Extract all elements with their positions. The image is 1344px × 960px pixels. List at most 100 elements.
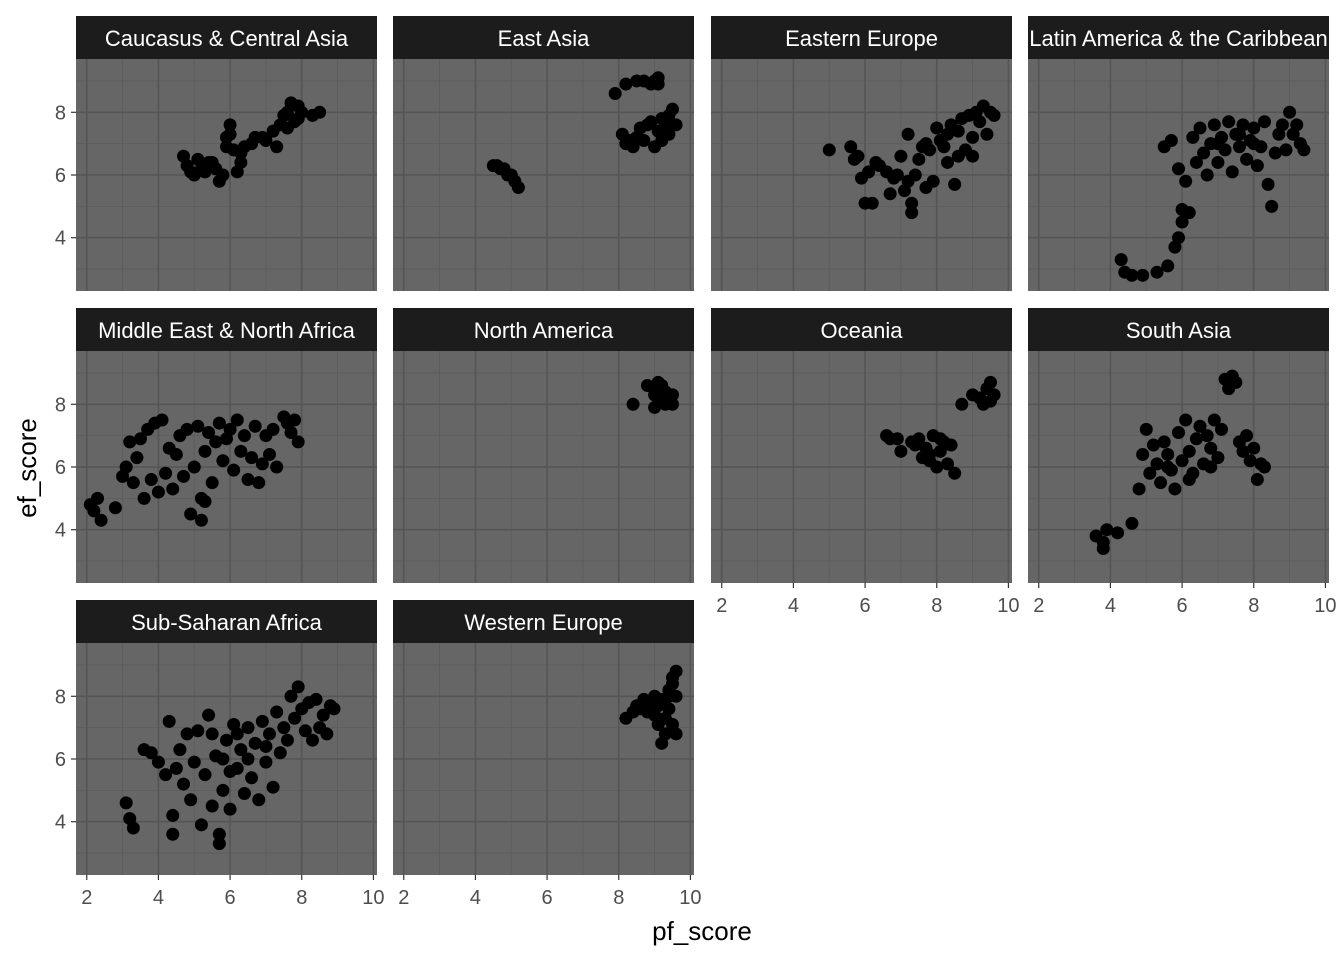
data-point (166, 482, 180, 496)
data-point (234, 743, 248, 757)
data-point (1157, 435, 1171, 449)
x-tick-label: 6 (225, 887, 236, 909)
facet-panel: Caucasus & Central Asia 4 6 8 (55, 16, 377, 291)
data-point (1172, 231, 1185, 245)
data-point (1168, 482, 1182, 496)
facet-panel: Eastern Europe (711, 16, 1012, 291)
data-point (245, 771, 259, 785)
data-point (1154, 476, 1168, 490)
data-point (966, 149, 980, 163)
data-point (309, 692, 323, 706)
data-point (619, 77, 633, 91)
data-point (941, 155, 954, 169)
y-tick-label: 6 (55, 457, 66, 479)
data-point (944, 438, 958, 452)
x-tick-label: 2 (716, 595, 727, 617)
data-point (905, 196, 919, 210)
data-point (180, 727, 194, 741)
data-point (662, 702, 676, 716)
data-point (1200, 429, 1214, 443)
data-point (1096, 535, 1110, 549)
data-point (662, 689, 676, 703)
data-point (94, 513, 108, 527)
data-point (844, 140, 858, 154)
x-tick-label: 10 (362, 887, 384, 909)
y-tick-label: 6 (55, 749, 66, 771)
data-point (159, 768, 173, 782)
data-point (948, 466, 962, 480)
data-point (640, 378, 654, 392)
data-point (1179, 174, 1193, 188)
x-tick-label: 4 (1105, 595, 1116, 617)
data-point (1268, 146, 1282, 160)
data-point (1265, 199, 1279, 213)
facet-strip-label: Sub-Saharan Africa (131, 610, 323, 635)
y-tick-label: 4 (55, 520, 66, 542)
data-point (313, 105, 327, 119)
data-point (666, 397, 679, 411)
data-point (248, 736, 262, 750)
data-point (137, 491, 151, 505)
data-point (1161, 259, 1175, 273)
data-point (658, 727, 672, 741)
data-point (234, 444, 248, 458)
data-point (237, 429, 251, 443)
data-point (166, 827, 180, 841)
data-point (151, 485, 165, 499)
data-point (984, 375, 997, 389)
data-point (194, 818, 208, 832)
data-point (1229, 375, 1243, 389)
data-point (205, 799, 219, 813)
data-point (1258, 115, 1271, 129)
data-point (1175, 202, 1189, 216)
x-tick-label: 4 (470, 887, 481, 909)
data-point (209, 435, 223, 449)
data-point (951, 124, 965, 138)
data-point (666, 102, 679, 116)
data-point (669, 727, 683, 741)
data-point (194, 513, 208, 527)
x-tick-label: 10 (997, 595, 1019, 617)
data-point (1279, 143, 1293, 157)
data-point (937, 140, 951, 154)
data-point (984, 394, 997, 408)
facet-panel: South Asia 2 4 6 8 10 (1028, 308, 1337, 617)
data-point (223, 127, 237, 141)
data-point (202, 426, 216, 440)
data-point (1189, 155, 1203, 169)
data-point (1182, 473, 1196, 487)
data-point (198, 494, 212, 508)
data-point (951, 149, 965, 163)
data-point (955, 397, 969, 411)
data-point (1240, 152, 1254, 166)
data-point (1182, 444, 1196, 458)
facet-strip-label: East Asia (498, 26, 590, 51)
data-point (298, 724, 312, 738)
facet-strip (393, 600, 694, 643)
data-point (123, 435, 137, 449)
data-point (919, 137, 933, 151)
data-point (1150, 457, 1164, 471)
data-point (1275, 118, 1289, 132)
data-point (202, 708, 216, 722)
data-point (144, 473, 158, 487)
data-point (908, 168, 922, 182)
data-point (1150, 265, 1164, 279)
data-point (288, 711, 302, 725)
data-point (191, 419, 205, 433)
data-point (284, 426, 298, 440)
data-point (1222, 115, 1236, 129)
facet-strip-label: North America (474, 318, 614, 343)
data-point (644, 115, 658, 129)
facet-strip-label: Middle East & North Africa (98, 318, 356, 343)
x-axis-title: pf_score (652, 916, 752, 946)
data-point (255, 457, 269, 471)
facet-grid: Caucasus & Central Asia 4 6 8 East Asia Easte… (55, 16, 1337, 909)
data-point (280, 121, 294, 135)
data-point (306, 733, 319, 747)
data-point (1175, 215, 1189, 229)
data-point (669, 118, 683, 132)
data-point (259, 755, 273, 769)
data-point (1197, 146, 1211, 160)
data-point (511, 181, 525, 195)
